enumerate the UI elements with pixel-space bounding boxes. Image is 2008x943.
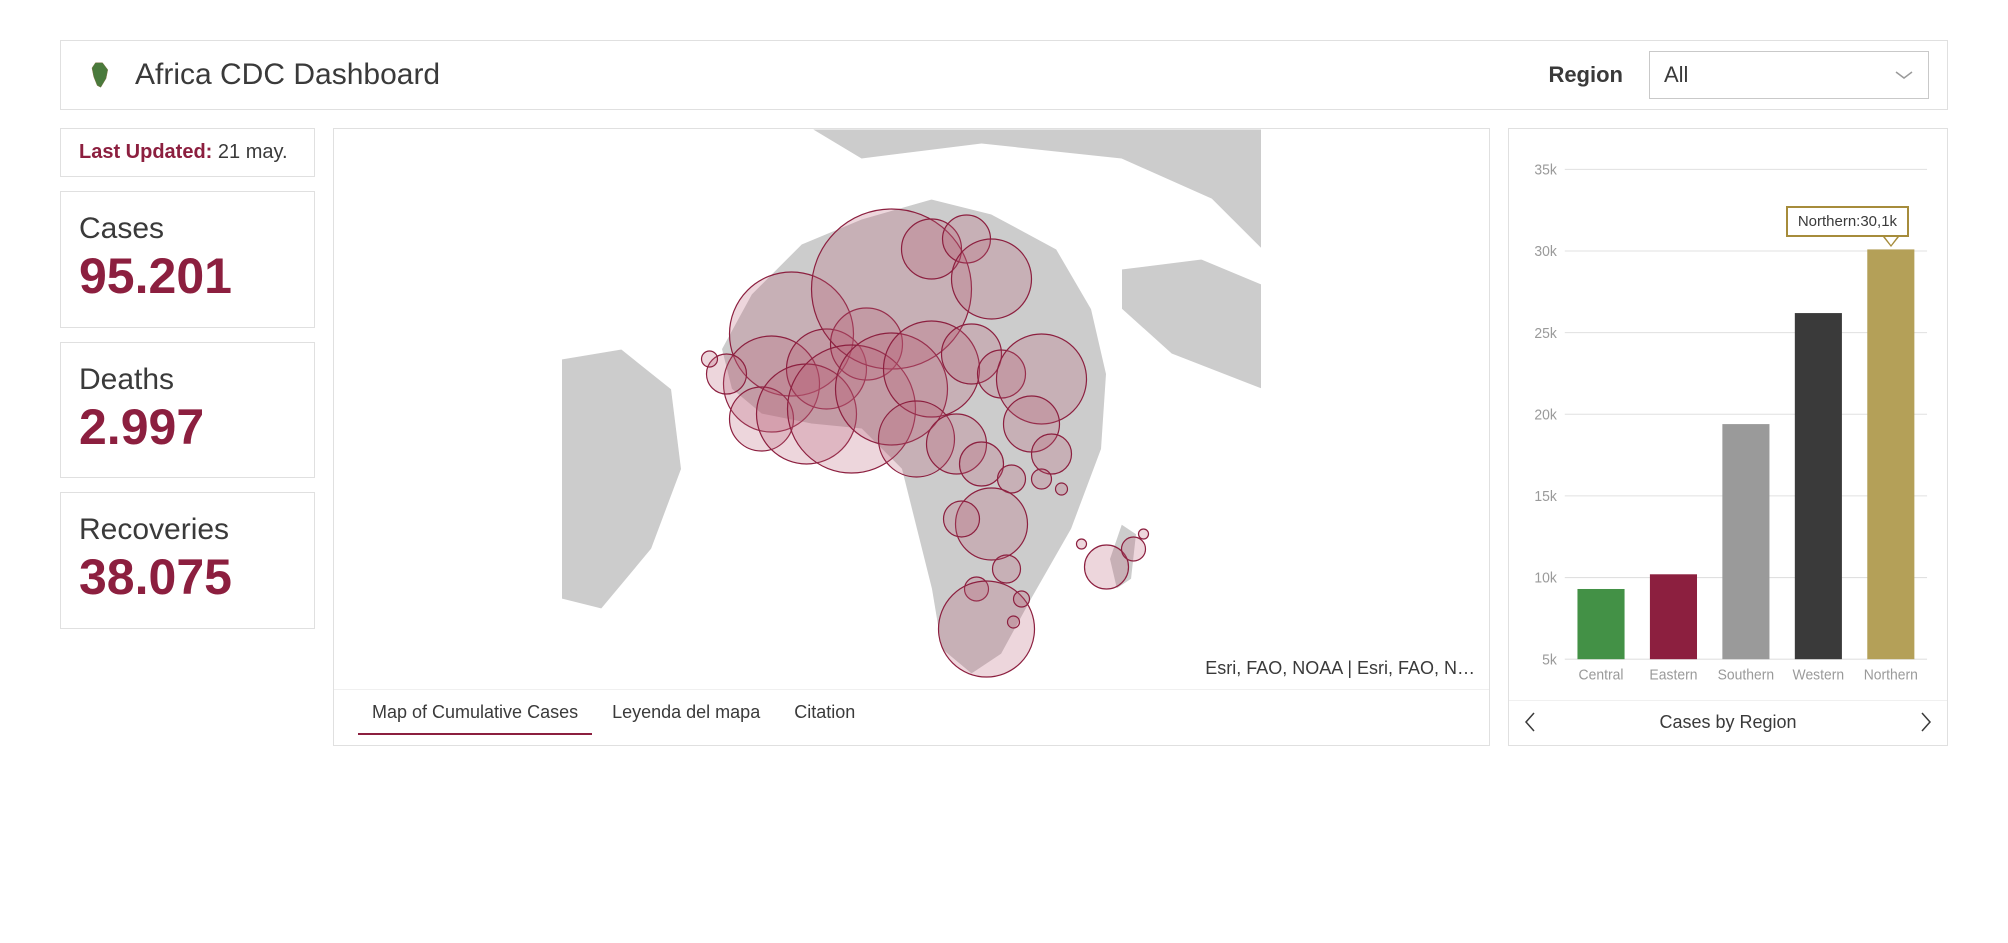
chart-prev-button[interactable] bbox=[1519, 711, 1541, 733]
map-panel: Esri, FAO, NOAA | Esri, FAO, N… Map of C… bbox=[333, 128, 1490, 746]
stat-deaths-label: Deaths bbox=[79, 363, 296, 397]
map-tab-2[interactable]: Citation bbox=[780, 696, 869, 735]
region-filter-label: Region bbox=[1548, 62, 1623, 88]
svg-text:Western: Western bbox=[1793, 666, 1845, 682]
map-tab-0[interactable]: Map of Cumulative Cases bbox=[358, 696, 592, 735]
svg-text:Southern: Southern bbox=[1718, 666, 1775, 682]
logo bbox=[79, 55, 119, 95]
svg-text:20k: 20k bbox=[1534, 406, 1557, 422]
svg-text:30k: 30k bbox=[1534, 243, 1557, 259]
header-bar: Africa CDC Dashboard Region All bbox=[60, 40, 1948, 110]
stat-deaths: Deaths 2.997 bbox=[60, 342, 315, 479]
stat-deaths-value: 2.997 bbox=[79, 401, 296, 454]
stat-cases-label: Cases bbox=[79, 212, 296, 246]
svg-text:Northern: Northern bbox=[1864, 666, 1918, 682]
dashboard-root: Africa CDC Dashboard Region All Last Upd… bbox=[60, 40, 1948, 746]
last-updated-date: 21 may. bbox=[218, 141, 288, 163]
map-svg bbox=[334, 129, 1489, 689]
svg-text:Eastern: Eastern bbox=[1649, 666, 1697, 682]
stat-cases-value: 95.201 bbox=[79, 250, 296, 303]
last-updated-panel: Last Updated: 21 may. bbox=[60, 128, 315, 177]
svg-text:5k: 5k bbox=[1542, 651, 1558, 667]
map-area[interactable]: Esri, FAO, NOAA | Esri, FAO, N… bbox=[334, 129, 1489, 689]
page-title: Africa CDC Dashboard bbox=[135, 58, 1532, 92]
stat-recoveries-value: 38.075 bbox=[79, 551, 296, 604]
svg-text:25k: 25k bbox=[1534, 325, 1557, 341]
africa-logo-icon bbox=[85, 61, 113, 89]
chart-panel: 5k 10k 15k 20k 25k 30k 35k Central Eastern Southe… bbox=[1508, 128, 1948, 746]
region-select-value: All bbox=[1664, 62, 1688, 88]
chart-footer: Cases by Region bbox=[1509, 700, 1947, 745]
chart-area: 5k 10k 15k 20k 25k 30k 35k Central Eastern Southe… bbox=[1509, 129, 1947, 700]
stat-cases: Cases 95.201 bbox=[60, 191, 315, 328]
svg-text:10k: 10k bbox=[1534, 569, 1557, 585]
svg-text:Central: Central bbox=[1579, 666, 1624, 682]
stats-column: Last Updated: 21 may. Cases 95.201 Death… bbox=[60, 128, 315, 746]
stat-recoveries-label: Recoveries bbox=[79, 513, 296, 547]
map-tab-1[interactable]: Leyenda del mapa bbox=[598, 696, 774, 735]
svg-text:15k: 15k bbox=[1534, 488, 1557, 504]
last-updated-label: Last Updated: bbox=[79, 141, 212, 163]
svg-text:35k: 35k bbox=[1534, 161, 1557, 177]
chevron-down-icon bbox=[1894, 70, 1914, 80]
chart-next-button[interactable] bbox=[1915, 711, 1937, 733]
stat-recoveries: Recoveries 38.075 bbox=[60, 492, 315, 629]
chart-tooltip-box: Northern:30,1k bbox=[1786, 206, 1909, 237]
map-attribution: Esri, FAO, NOAA | Esri, FAO, N… bbox=[1205, 658, 1475, 679]
region-select[interactable]: All bbox=[1649, 51, 1929, 99]
chart-title: Cases by Region bbox=[1659, 712, 1796, 733]
main-grid: Last Updated: 21 may. Cases 95.201 Death… bbox=[60, 128, 1948, 746]
map-tabs: Map of Cumulative CasesLeyenda del mapaC… bbox=[334, 689, 1489, 745]
